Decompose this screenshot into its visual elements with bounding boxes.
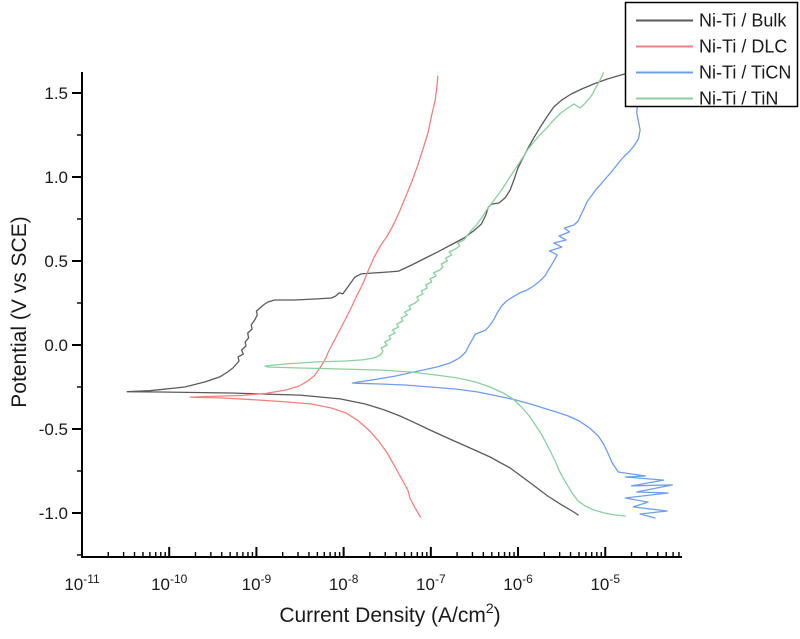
x-tick-label: 10-9 — [242, 572, 272, 594]
y-tick-label: 1.0 — [44, 168, 68, 187]
y-tick-label: 0.0 — [44, 336, 68, 355]
series-tin-curve — [264, 72, 626, 517]
series-ticn-curve — [351, 104, 674, 519]
series-bulk-curve — [126, 70, 635, 516]
y-axis-title: Potential (V vs SCE) — [8, 216, 31, 407]
legend-item-label: Ni-Ti / TiN — [699, 89, 778, 109]
y-tick-label: -0.5 — [39, 420, 68, 439]
x-tick-label: 10-6 — [503, 572, 533, 594]
legend-box: Ni-Ti / Bulk Ni-Ti / DLC Ni-Ti / TiCN Ni-Ti… — [624, 1, 799, 109]
legend-item-label: Ni-Ti / DLC — [699, 37, 787, 57]
y-tick-label: -1.0 — [39, 504, 68, 523]
x-tick-label: 10-5 — [590, 572, 620, 594]
legend-item-label: Ni-Ti / Bulk — [699, 11, 787, 31]
x-tick-label: 10-10 — [151, 572, 188, 594]
curves — [126, 70, 674, 519]
x-tick-label: 10-8 — [329, 572, 359, 594]
x-tick-label: 10-11 — [64, 572, 100, 594]
series-dlc-curve — [189, 75, 439, 518]
x-axis-title: Current Density (A/cm2) — [279, 600, 500, 627]
x-tick-label: 10-7 — [416, 572, 446, 594]
legend-item-label: Ni-Ti / TiCN — [699, 63, 791, 83]
y-tick-label: 0.5 — [44, 252, 68, 271]
axes: 10-11 10-10 10-9 10-8 10-7 10-6 10-5 -1.0 -0.5 0.… — [39, 72, 682, 594]
y-tick-label: 1.5 — [44, 84, 68, 103]
